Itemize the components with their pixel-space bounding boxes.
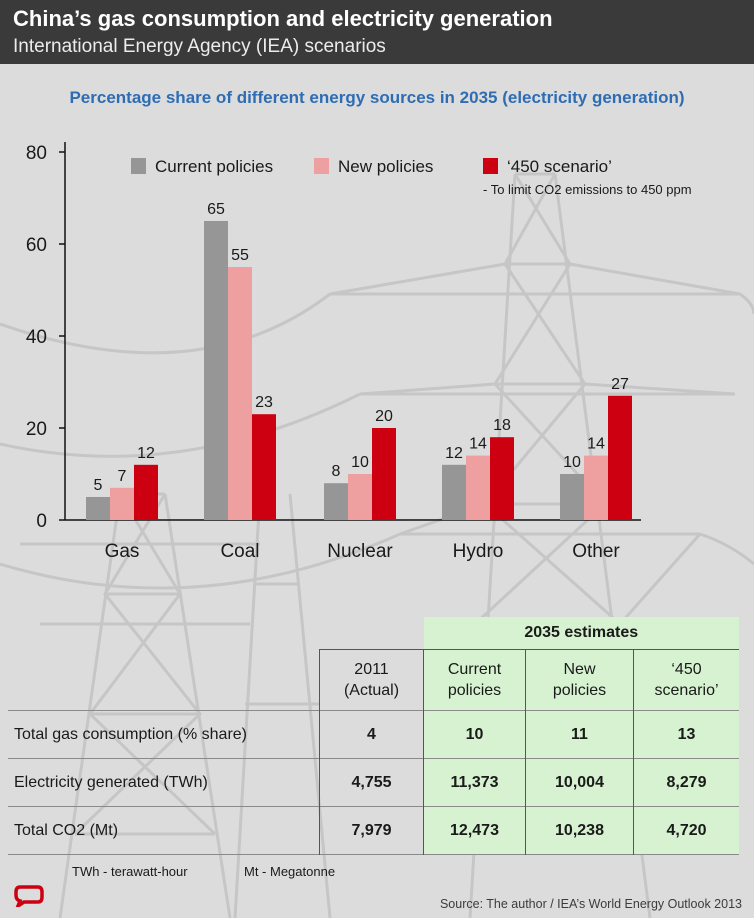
bar xyxy=(490,437,514,520)
column-header-new-line2: policies xyxy=(552,682,607,699)
cell-value: 4,720 xyxy=(633,806,739,855)
bar xyxy=(324,483,348,520)
column-header-2011: 2011 (Actual) xyxy=(319,649,424,711)
cell-value: 8,279 xyxy=(633,758,739,807)
bar-value-label: 7 xyxy=(118,468,127,485)
footnote-mt: Mt - Megatonne xyxy=(244,864,336,879)
legend-swatch xyxy=(483,158,498,174)
x-category-label: Coal xyxy=(220,541,259,562)
bar-value-label: 12 xyxy=(137,445,155,462)
bar xyxy=(86,497,110,520)
legend-label: New policies xyxy=(338,157,433,176)
cell-value: 11 xyxy=(525,710,634,759)
y-tick-label: 0 xyxy=(36,511,47,532)
row-label-total-co2: Total CO2 (Mt) xyxy=(8,806,320,855)
table-corner-2011 xyxy=(320,617,424,650)
bar-value-label: 14 xyxy=(469,436,487,453)
the-conversation-logo-icon xyxy=(14,885,44,907)
column-header-current-line1: Current xyxy=(447,661,502,678)
bar-value-label: 12 xyxy=(445,445,463,462)
x-category-label: Gas xyxy=(105,541,140,562)
cell-value: 10,238 xyxy=(525,806,634,855)
bar xyxy=(228,267,252,520)
bar xyxy=(466,455,490,520)
bar xyxy=(560,474,584,520)
row-label-gas-consumption: Total gas consumption (% share) xyxy=(8,710,320,759)
bar-value-label: 27 xyxy=(611,376,629,393)
cell-value: 10 xyxy=(423,710,526,759)
bar xyxy=(584,455,608,520)
bar-value-label: 23 xyxy=(255,394,273,411)
estimates-group-header: 2035 estimates xyxy=(423,617,739,650)
cell-value: 11,373 xyxy=(423,758,526,807)
row-label-electricity-generated: Electricity generated (TWh) xyxy=(8,758,320,807)
bar-value-label: 20 xyxy=(375,408,393,425)
column-header-450-line2: scenario’ xyxy=(654,682,719,699)
column-header-new-line1: New xyxy=(563,661,596,678)
bar xyxy=(442,464,466,520)
table-row: Total gas consumption (% share) 4 10 11 … xyxy=(8,710,739,759)
cell-value: 12,473 xyxy=(423,806,526,855)
y-tick-label: 80 xyxy=(26,143,47,164)
bar-value-label: 65 xyxy=(207,201,225,218)
x-category-label: Nuclear xyxy=(327,541,393,562)
cell-value: 4,755 xyxy=(319,758,424,807)
bar-value-label: 14 xyxy=(587,436,605,453)
header-bar: China’s gas consumption and electricity … xyxy=(0,0,754,64)
x-category-label: Other xyxy=(572,541,620,562)
legend-swatch xyxy=(131,158,146,174)
column-header-2011-line1: 2011 xyxy=(354,661,389,678)
legend-note: - To limit CO2 emissions to 450 ppm xyxy=(483,182,692,197)
legend-label: ‘450 scenario’ xyxy=(507,157,612,176)
cell-value: 4 xyxy=(319,710,424,759)
page-title: China’s gas consumption and electricity … xyxy=(13,6,553,31)
table-row: Total CO2 (Mt) 7,979 12,473 10,238 4,720 xyxy=(8,806,739,855)
x-category-label: Hydro xyxy=(453,541,504,562)
bar xyxy=(252,414,276,520)
bar xyxy=(110,487,134,520)
bar xyxy=(204,221,228,520)
bar xyxy=(134,464,158,520)
bar-value-label: 18 xyxy=(493,417,511,434)
column-header-current-policies: Current policies xyxy=(423,649,526,711)
y-tick-label: 60 xyxy=(26,235,47,256)
column-header-current-line2: policies xyxy=(447,682,502,699)
bar xyxy=(348,474,372,520)
y-tick-label: 40 xyxy=(26,327,47,348)
bar-value-label: 8 xyxy=(332,463,341,480)
bar xyxy=(372,428,396,520)
table-corner xyxy=(8,617,320,650)
footnote-twh: TWh - terawatt-hour xyxy=(72,864,188,879)
table-row: Electricity generated (TWh) 4,755 11,373… xyxy=(8,758,739,807)
bar-value-label: 10 xyxy=(563,454,581,471)
cell-value: 7,979 xyxy=(319,806,424,855)
y-tick-label: 20 xyxy=(26,419,47,440)
bar-value-label: 5 xyxy=(94,477,103,494)
column-header-2011-line2: (Actual) xyxy=(343,682,400,699)
legend-label: Current policies xyxy=(155,157,273,176)
bar-chart: 0 20 40 60 80 57 12 Gas 65 55 23 Coal 8 10 20 Nuclear 12… xyxy=(26,142,692,562)
bar xyxy=(608,395,632,520)
legend-swatch xyxy=(314,158,329,174)
source-credit: Source: The author / IEA’s World Energy … xyxy=(439,897,742,911)
page-subtitle: International Energy Agency (IEA) scenar… xyxy=(13,36,386,57)
bar-value-label: 55 xyxy=(231,247,249,264)
chart-title: Percentage share of different energy sou… xyxy=(69,88,685,107)
column-header-new-policies: New policies xyxy=(525,649,634,711)
cell-value: 13 xyxy=(633,710,739,759)
bar-value-label: 10 xyxy=(351,454,369,471)
column-header-450-scenario: ‘450 scenario’ xyxy=(633,649,739,711)
estimates-table: 2035 estimates 2011 (Actual) Current pol… xyxy=(8,617,739,855)
cell-value: 10,004 xyxy=(525,758,634,807)
column-header-450-line1: ‘450 xyxy=(671,661,702,678)
